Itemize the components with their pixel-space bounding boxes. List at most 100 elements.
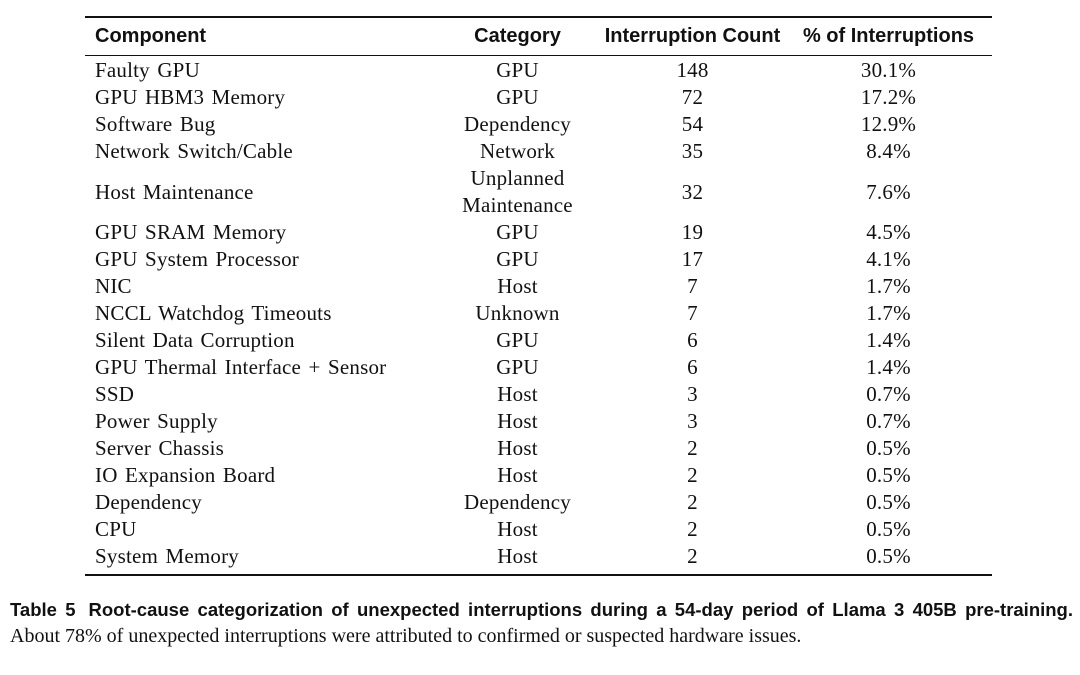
cell-component: NIC xyxy=(95,274,132,298)
cell-component: IO Expansion Board xyxy=(95,463,276,487)
cell-component: GPU System Processor xyxy=(95,247,300,271)
cell-component: GPU Thermal Interface + Sensor xyxy=(95,355,387,379)
table-row: Power Supply Host 3 0.7% xyxy=(85,408,992,435)
cell-component: Network Switch/Cable xyxy=(95,139,293,163)
cell-category: Network xyxy=(480,139,555,163)
cell-pct: 0.7% xyxy=(866,409,911,433)
cell-count: 2 xyxy=(687,463,698,487)
header-row: Component Category Interruption Count % … xyxy=(85,17,992,56)
cell-pct: 0.5% xyxy=(866,463,911,487)
cell-component: Server Chassis xyxy=(95,436,225,460)
cell-pct: 30.1% xyxy=(860,58,917,82)
cell-pct: 0.5% xyxy=(866,544,911,568)
cell-category: GPU xyxy=(496,355,539,379)
header-component: Component xyxy=(85,17,435,56)
cell-category: GPU xyxy=(496,328,539,352)
table-row: GPU HBM3 Memory GPU 72 17.2% xyxy=(85,84,992,111)
cell-pct: 0.7% xyxy=(866,382,911,406)
table-body: Faulty GPU GPU 148 30.1% GPU HBM3 Memory… xyxy=(85,56,992,576)
cell-category: Host xyxy=(497,382,538,406)
caption-body: About 78% of unexpected interruptions we… xyxy=(10,625,802,647)
header-category: Category xyxy=(435,17,600,56)
cell-component: Faulty GPU xyxy=(95,58,200,82)
table-row: Silent Data Corruption GPU 6 1.4% xyxy=(85,327,992,354)
cell-count: 3 xyxy=(687,382,698,406)
cell-category: Host xyxy=(497,463,538,487)
cell-pct: 0.5% xyxy=(866,436,911,460)
table-container: Component Category Interruption Count % … xyxy=(85,16,992,576)
cell-count: 2 xyxy=(687,544,698,568)
table-caption: Table 5 Root-cause categorization of unex… xyxy=(10,597,1073,649)
table-row: Faulty GPU GPU 148 30.1% xyxy=(85,56,992,85)
cell-component: Host Maintenance xyxy=(95,179,254,204)
table-header: Component Category Interruption Count % … xyxy=(85,17,992,56)
cell-component: SSD xyxy=(95,382,135,406)
cell-category: Unknown xyxy=(475,301,560,325)
table-row: GPU System Processor GPU 17 4.1% xyxy=(85,246,992,273)
cell-count: 2 xyxy=(687,517,698,541)
cell-pct: 0.5% xyxy=(866,490,911,514)
table-row: GPU Thermal Interface + Sensor GPU 6 1.4… xyxy=(85,354,992,381)
table-row: NCCL Watchdog Timeouts Unknown 7 1.7% xyxy=(85,300,992,327)
caption-title: Root-cause categorization of unexpected … xyxy=(88,599,1073,620)
cell-component: Dependency xyxy=(95,490,202,514)
cell-pct: 4.5% xyxy=(866,220,911,244)
cell-count: 32 xyxy=(681,179,704,204)
cell-category: Dependency xyxy=(464,112,571,136)
table-row: NIC Host 7 1.7% xyxy=(85,273,992,300)
cell-category: Host xyxy=(497,544,538,568)
cell-pct: 4.1% xyxy=(866,247,911,271)
cell-category: GPU xyxy=(496,247,539,271)
cell-category: Host xyxy=(497,436,538,460)
cell-component: GPU SRAM Memory xyxy=(95,220,287,244)
cell-category: Host xyxy=(497,517,538,541)
cell-count: 6 xyxy=(687,355,698,379)
cell-component: Software Bug xyxy=(95,112,216,136)
caption-label: Table 5 xyxy=(10,599,76,620)
cell-component: GPU HBM3 Memory xyxy=(95,85,286,109)
cell-count: 2 xyxy=(687,490,698,514)
table-row: Network Switch/Cable Network 35 8.4% xyxy=(85,138,992,165)
table-row: CPU Host 2 0.5% xyxy=(85,516,992,543)
cell-category: GPU xyxy=(496,85,539,109)
cell-category: GPU xyxy=(496,220,539,244)
cell-category: Unplanned Maintenance xyxy=(462,166,573,217)
cell-count: 2 xyxy=(687,436,698,460)
table-row: System Memory Host 2 0.5% xyxy=(85,543,992,575)
cell-pct: 1.7% xyxy=(866,301,911,325)
cell-count: 148 xyxy=(676,58,709,82)
cell-pct: 1.4% xyxy=(866,328,911,352)
cell-count: 72 xyxy=(681,85,704,109)
table-row: Host Maintenance Unplanned Maintenance 3… xyxy=(85,165,992,219)
table-row: IO Expansion Board Host 2 0.5% xyxy=(85,462,992,489)
cell-count: 54 xyxy=(681,112,704,136)
cell-component: NCCL Watchdog Timeouts xyxy=(95,301,332,325)
interruptions-table: Component Category Interruption Count % … xyxy=(85,16,992,576)
cell-count: 17 xyxy=(681,247,704,271)
header-interruption-count: Interruption Count xyxy=(600,17,785,56)
cell-pct: 1.7% xyxy=(866,274,911,298)
cell-pct: 0.5% xyxy=(866,517,911,541)
cell-category: Host xyxy=(497,274,538,298)
table-row: SSD Host 3 0.7% xyxy=(85,381,992,408)
cell-count: 7 xyxy=(687,274,698,298)
cell-component: System Memory xyxy=(95,544,240,568)
cell-pct: 8.4% xyxy=(866,139,911,163)
cell-category: GPU xyxy=(496,58,539,82)
cell-component: Power Supply xyxy=(95,409,218,433)
table-row: Server Chassis Host 2 0.5% xyxy=(85,435,992,462)
cell-count: 3 xyxy=(687,409,698,433)
table-row: Software Bug Dependency 54 12.9% xyxy=(85,111,992,138)
cell-pct: 12.9% xyxy=(860,112,917,136)
cell-category: Host xyxy=(497,409,538,433)
cell-category: Dependency xyxy=(464,490,571,514)
cell-pct: 7.6% xyxy=(866,179,911,204)
cell-count: 35 xyxy=(681,139,704,163)
header-pct-of-interruptions: % of Interruptions xyxy=(785,17,992,56)
cell-count: 6 xyxy=(687,328,698,352)
cell-pct: 17.2% xyxy=(860,85,917,109)
cell-component: Silent Data Corruption xyxy=(95,328,295,352)
table-row: GPU SRAM Memory GPU 19 4.5% xyxy=(85,219,992,246)
cell-count: 19 xyxy=(681,220,704,244)
